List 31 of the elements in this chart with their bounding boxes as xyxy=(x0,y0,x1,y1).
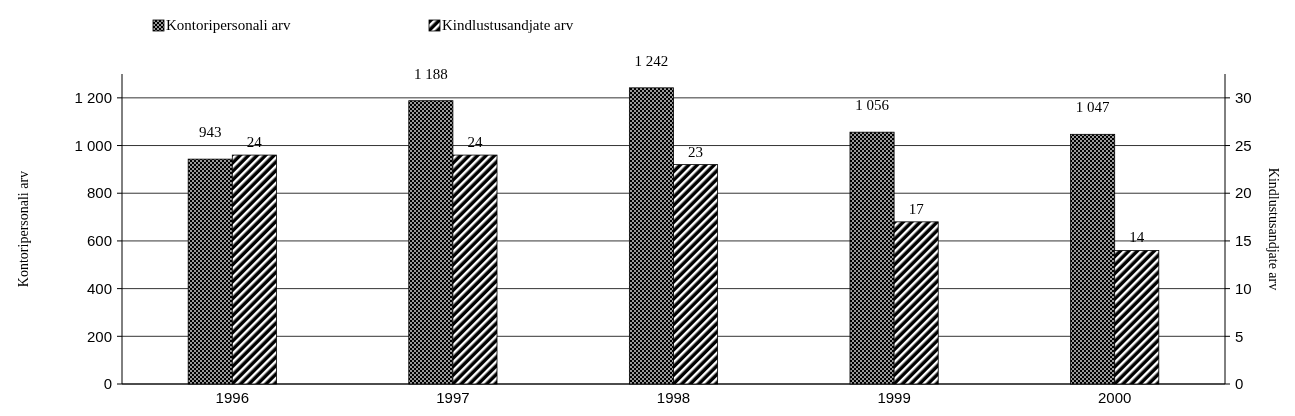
y2-tick-label: 10 xyxy=(1235,279,1252,297)
y-tick-label: 800 xyxy=(86,184,112,202)
data-label: 1 242 xyxy=(634,52,669,69)
data-label: 1 047 xyxy=(1075,99,1111,116)
y-tick-label: 1 000 xyxy=(74,136,112,154)
x-tick-label: 1999 xyxy=(877,389,911,406)
data-label: 17 xyxy=(908,200,925,217)
y2-tick-label: 0 xyxy=(1235,375,1244,393)
data-label: 23 xyxy=(688,143,704,160)
legend-label: Kontoripersonali arv xyxy=(166,17,292,33)
x-tick-label: 1997 xyxy=(436,389,470,406)
y-axis-title: Kontoripersonali arv xyxy=(16,170,31,288)
y2-tick-label: 25 xyxy=(1235,136,1252,154)
y2-tick-label: 5 xyxy=(1235,327,1244,345)
y2-tick-label: 20 xyxy=(1235,184,1252,202)
data-label: 1 188 xyxy=(413,65,448,82)
data-label: 14 xyxy=(1129,229,1145,246)
y-tick-label: 0 xyxy=(103,375,112,393)
y-tick-label: 600 xyxy=(86,232,112,250)
x-tick-label: 2000 xyxy=(1098,389,1132,406)
y-tick-label: 1 200 xyxy=(74,89,112,107)
x-tick-label: 1996 xyxy=(215,389,249,406)
legend-label: Kindlustusandjate arv xyxy=(442,17,574,33)
y2-tick-label: 15 xyxy=(1235,232,1252,250)
data-label: 943 xyxy=(198,124,222,141)
y2-axis-title: Kindlustusandjate arv xyxy=(1266,167,1281,291)
x-tick-label: 1998 xyxy=(656,389,691,406)
y2-tick-label: 30 xyxy=(1235,89,1252,107)
y-tick-label: 400 xyxy=(86,279,112,297)
data-label: 1 056 xyxy=(855,97,890,114)
y-tick-label: 200 xyxy=(86,327,112,345)
